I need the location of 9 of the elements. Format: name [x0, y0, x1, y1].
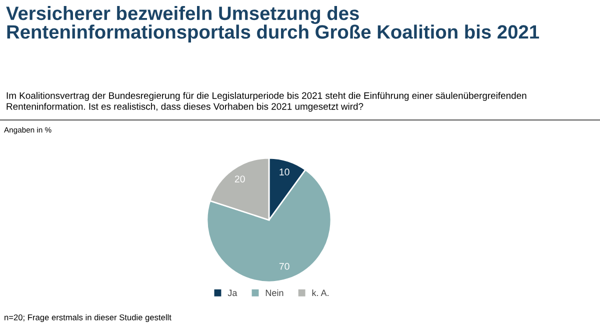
text: n=20; Frage erstmals in dieser Studie gestellt [4, 314, 172, 322]
legend-label: k. A. [312, 289, 328, 296]
data-label: 70 [279, 262, 290, 270]
data-label: 20 [234, 176, 245, 182]
legend-label: Ja [228, 290, 238, 296]
chart-title: Versicherer bezweifeln Umsetzung des Renteninformationsportals durch Große Koalition bis 2021 [6, 6, 540, 43]
chart-subtitle: Im Koalitionsvertrag der Bundesregierung für die Legislaturperiode bis 2021 steht die Einführung einer säulenübergreifenden Renteninformation. Ist es realistisch, dass dieses Vorhaben bis 2021 umgesetzt wird? [6, 92, 526, 112]
data-label: 10 [280, 168, 290, 176]
legend-label: Nein [266, 289, 284, 296]
